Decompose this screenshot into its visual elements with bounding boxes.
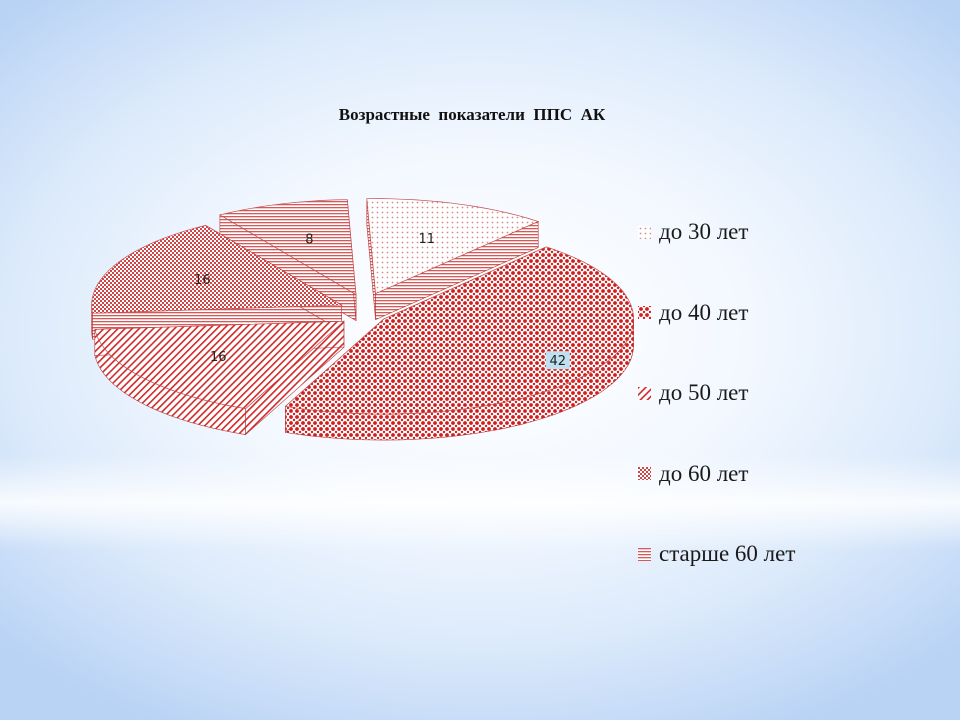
data-label-under-40: 42 [550,354,567,369]
legend-item: до 50 лет [638,353,948,434]
data-label-under-30: 11 [419,232,436,247]
legend-swatch [638,467,651,481]
legend-item: до 60 лет [638,434,948,515]
legend-label: до 30 лет [659,219,749,245]
background-glow [0,455,960,550]
chart-title: Возрастные показатели ППС АК [338,105,606,124]
data-label-box [545,351,570,370]
legend-swatch [638,225,651,239]
legend-item: старше 60 лет [638,514,948,595]
data-label-under-50: 16 [210,350,227,365]
legend-swatch [638,547,651,561]
slice-under-50 [94,320,345,436]
slice-over-60-top [218,199,357,296]
legend-label: старше 60 лет [659,541,796,567]
legend-label: до 40 лет [659,299,749,325]
legend-item: до 40 лет [638,273,948,354]
legend-swatch [638,306,651,320]
data-label-over-60: 8 [305,232,313,247]
legend-swatch [638,386,651,400]
legend-label: до 60 лет [659,460,749,486]
chart-legend: до 30 лет до 40 лет до 50 лет до 60 лет стар… [638,192,948,595]
data-label-under-60: 16 [194,273,211,288]
slice-under-50-top [94,320,345,409]
slice-under-30-top [366,198,540,295]
legend-label: до 50 лет [659,380,749,406]
legend-item: до 30 лет [638,192,948,273]
slice-under-40 [284,246,635,441]
slice-under-30 [366,198,540,321]
slice-under-40-top [284,246,635,415]
slice-under-60-top [91,225,343,314]
